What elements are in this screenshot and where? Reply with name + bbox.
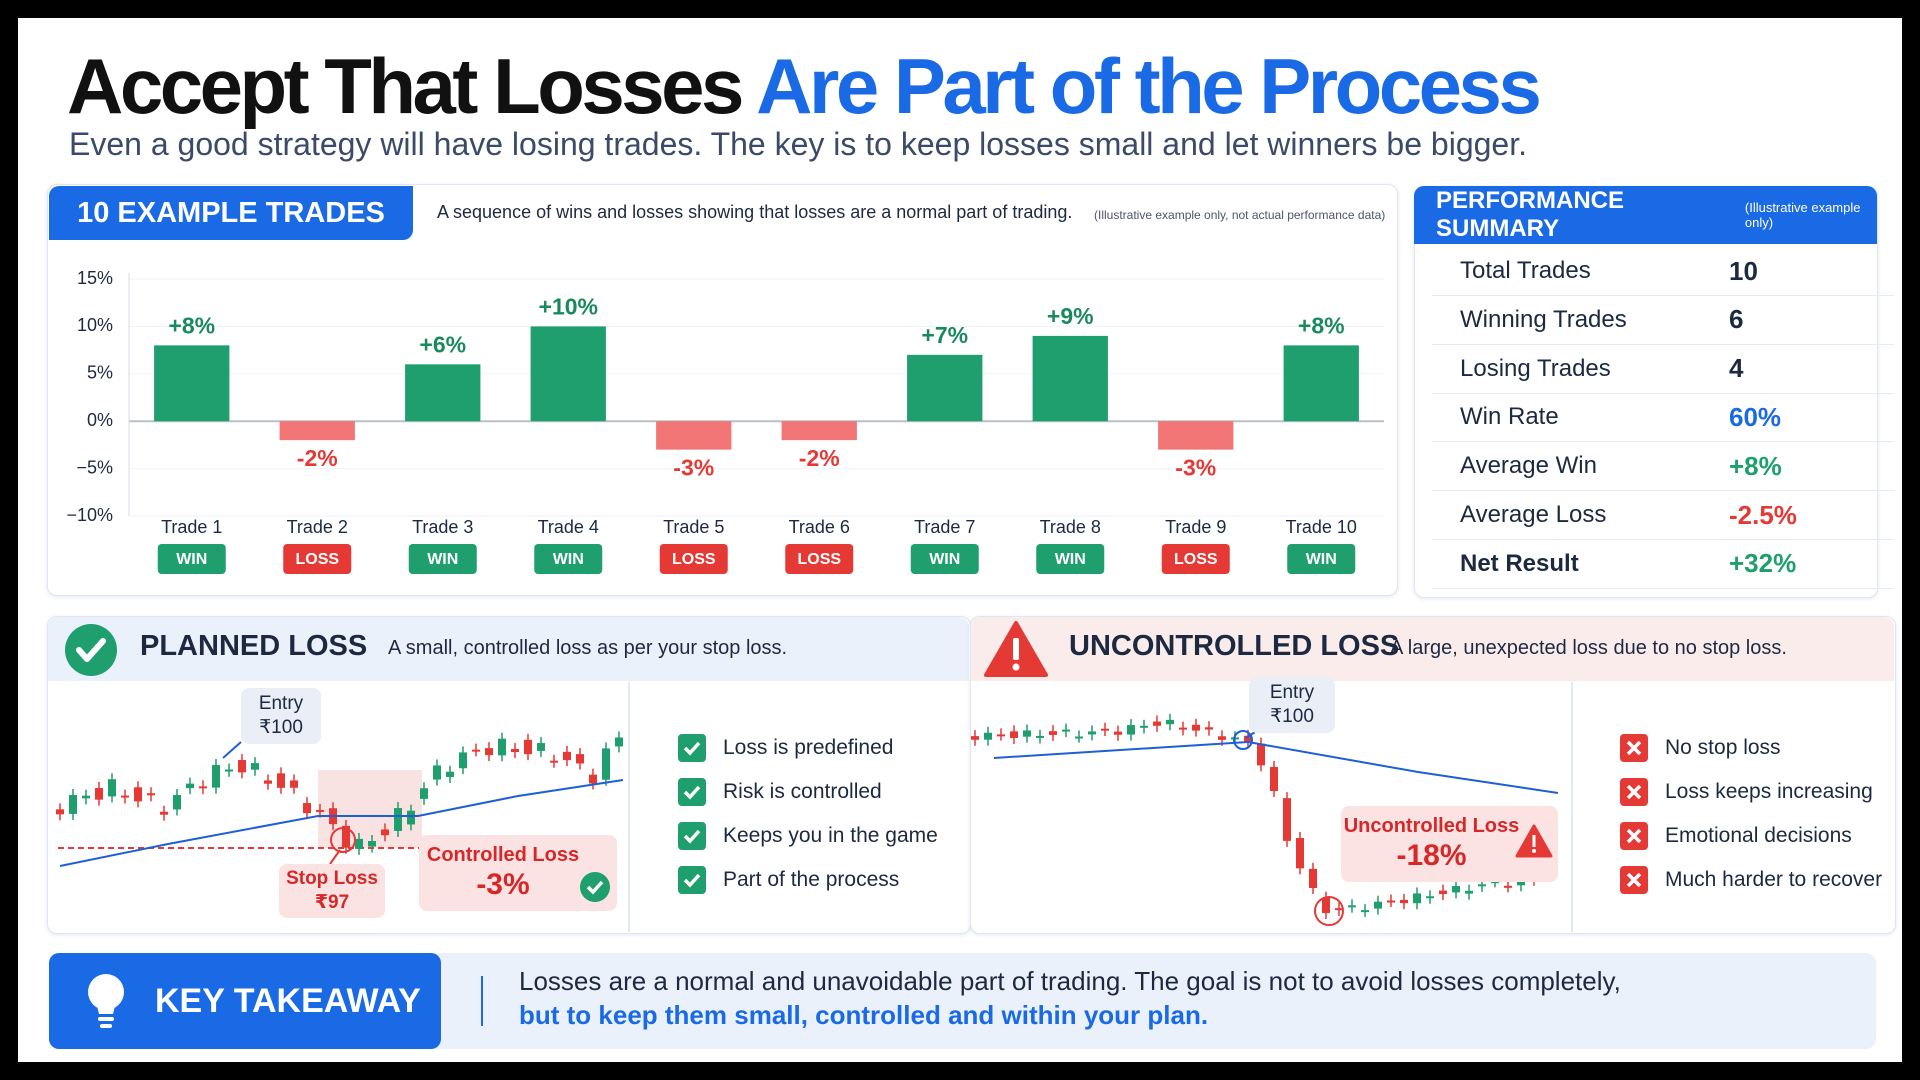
summary-note: (Illustrative example only): [1744, 200, 1861, 230]
summary-label: Average Loss: [1460, 501, 1607, 528]
cross-box: [1620, 778, 1648, 806]
summary-row: Winning Trades 6: [1432, 296, 1894, 345]
summary-label: Losing Trades: [1460, 354, 1611, 382]
takeaway-box: KEY TAKEAWAY: [49, 953, 441, 1049]
list-text: No stop loss: [1665, 736, 1781, 759]
uncontrolled-value: -18%: [1396, 839, 1467, 872]
summary-panel: [1414, 186, 1878, 598]
bulb-icon: [88, 974, 124, 1028]
list-item: Emotional decisions: [1619, 821, 1852, 851]
summary-header: PERFORMANCE SUMMARY (Illustrative exampl…: [1414, 186, 1877, 244]
takeaway-line1: Losses are a normal and unavoidable part…: [519, 966, 1621, 996]
summary-label: Winning Trades: [1460, 305, 1627, 333]
uncontrolled-title: UNCONTROLLED LOSS: [1069, 630, 1400, 662]
divider: [481, 976, 483, 1026]
controlled-callout: Controlled Loss -3%: [419, 835, 617, 911]
list-text: Risk is controlled: [723, 780, 882, 803]
planned-header: [48, 617, 969, 681]
summary-label: Total Trades: [1460, 257, 1591, 284]
divider: [628, 682, 630, 932]
cross-box: [1620, 822, 1648, 850]
entry-price: ₹100: [259, 717, 303, 738]
list-text: Emotional decisions: [1665, 824, 1852, 847]
planned-entry-callout: Entry ₹100: [241, 688, 321, 744]
summary-label: Net Result: [1460, 549, 1579, 577]
summary-value: 6: [1729, 304, 1744, 335]
entry-label: Entry: [258, 693, 304, 714]
cross-box: [1620, 734, 1648, 762]
entry-price: ₹100: [1270, 706, 1314, 727]
controlled-label: Controlled Loss: [426, 844, 580, 866]
check-box: [678, 778, 706, 806]
summary-value: +8%: [1729, 450, 1782, 481]
check-box: [678, 822, 706, 850]
summary-value: 60%: [1729, 401, 1782, 432]
chart-panel: [47, 184, 1398, 596]
uncontrolled-entry-callout: Entry ₹100: [1249, 677, 1335, 733]
infographic: Accept That Losses Are Part of the Proce…: [18, 18, 1902, 1062]
list-text: Much harder to recover: [1665, 868, 1883, 891]
cross-box: [1620, 866, 1648, 894]
list-text: Keeps you in the game: [723, 824, 938, 847]
summary-row: Total Trades 10: [1432, 247, 1894, 296]
stop-label: Stop Loss: [286, 868, 378, 889]
summary-value: -2.5%: [1729, 499, 1797, 530]
list-text: Part of the process: [723, 868, 900, 891]
summary-label: Average Win: [1460, 452, 1597, 480]
warning-icon: [984, 621, 1048, 677]
main-title: Accept That Losses Are Part of the Proce…: [67, 36, 1542, 136]
planned-title: PLANNED LOSS: [140, 630, 368, 662]
title-blue: Are Part of the Process: [756, 42, 1542, 130]
chart-subtitle: A sequence of wins and losses showing th…: [437, 202, 1073, 222]
uncontrolled-callout: Uncontrolled Loss -18%: [1341, 806, 1558, 882]
list-item: Part of the process: [677, 865, 899, 895]
summary-title: PERFORMANCE SUMMARY: [1436, 187, 1625, 242]
summary-label: Win Rate: [1460, 403, 1559, 431]
summary-value: 10: [1729, 255, 1758, 286]
chart-title: 10 EXAMPLE TRADES: [49, 186, 413, 240]
list-item: Loss keeps increasing: [1619, 777, 1873, 807]
ok-icon: [580, 872, 610, 902]
stop-price: ₹97: [314, 892, 350, 913]
chart-note: (Illustrative example only, not actual p…: [1094, 208, 1386, 222]
stop-callout: Stop Loss ₹97: [279, 864, 385, 918]
takeaway-title: KEY TAKEAWAY: [155, 981, 421, 1020]
uncontrolled-description: A large, unexpected loss due to no stop …: [1390, 637, 1787, 659]
title-black: Accept That Losses: [67, 42, 744, 130]
check-box: [678, 866, 706, 894]
list-text: Loss keeps increasing: [1665, 780, 1873, 803]
summary-row: Losing Trades 4: [1432, 345, 1894, 394]
divider: [1571, 682, 1573, 932]
summary-value: +32%: [1729, 548, 1797, 579]
list-item: Keeps you in the game: [677, 821, 938, 851]
subtitle: Even a good strategy will have losing tr…: [69, 126, 1527, 162]
summary-row: Net Result +32%: [1432, 540, 1894, 589]
uncontrolled-label: Uncontrolled Loss: [1343, 815, 1520, 837]
planned-description: A small, controlled loss as per your sto…: [388, 637, 788, 659]
summary-row: Average Win +8%: [1432, 442, 1894, 492]
check-box: [678, 734, 706, 762]
uncontrolled-header: [971, 617, 1894, 681]
alert-icon: [1515, 824, 1553, 858]
takeaway-line2: but to keep them small, controlled and w…: [519, 1000, 1209, 1030]
summary-value: 4: [1729, 353, 1744, 384]
controlled-value: -3%: [476, 868, 530, 901]
list-text: Loss is predefined: [723, 736, 894, 759]
summary-row: Win Rate 60%: [1432, 393, 1894, 443]
entry-label: Entry: [1269, 682, 1315, 703]
list-item: Much harder to recover: [1619, 865, 1882, 895]
summary-row: Average Loss -2.5%: [1432, 491, 1894, 540]
list-item: Risk is controlled: [677, 777, 882, 807]
list-item: Loss is predefined: [677, 733, 893, 763]
list-item: No stop loss: [1619, 733, 1781, 763]
check-icon: [65, 624, 117, 676]
